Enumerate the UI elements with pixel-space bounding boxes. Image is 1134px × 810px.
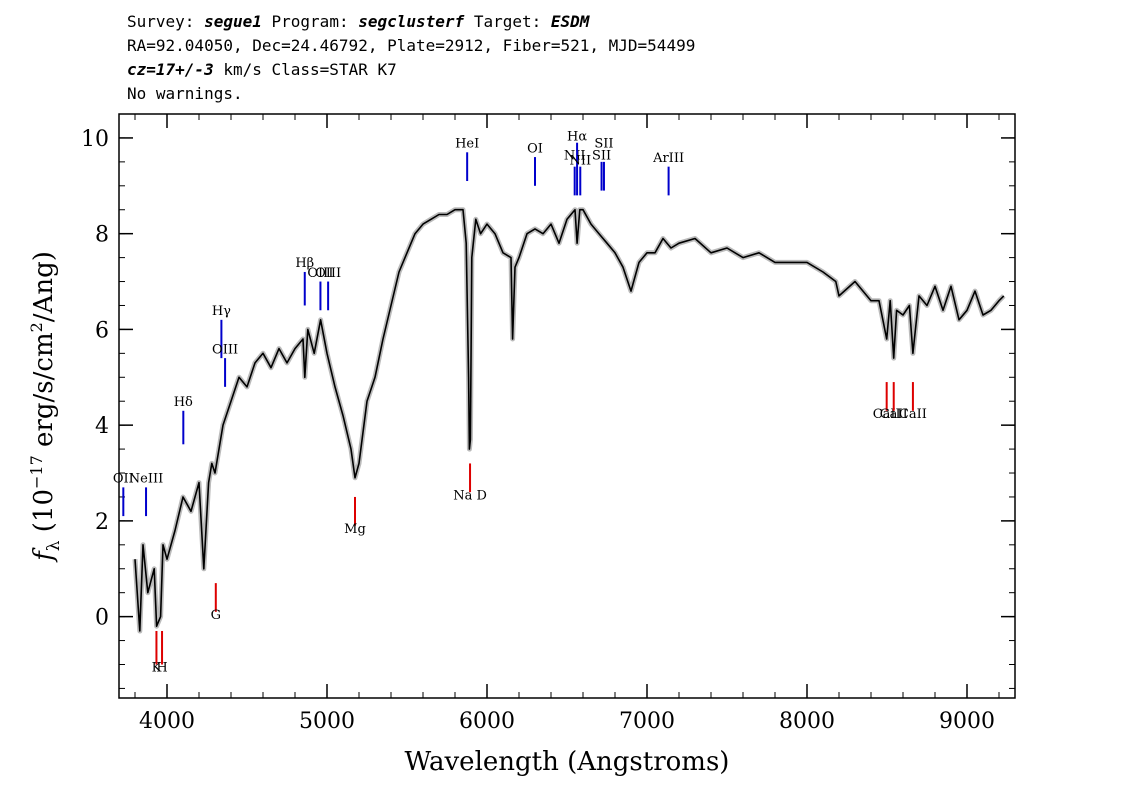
y-tick-label: 6	[95, 318, 109, 343]
emission-line-label: NII	[569, 153, 591, 168]
emission-line-label: OIII	[212, 342, 238, 357]
y-tick-label: 0	[95, 606, 109, 631]
emission-line-label: OIII	[315, 266, 341, 281]
y-axis-title-exp: −17	[27, 455, 46, 489]
header-line-redshift: cz=17+/-3 km/s Class=STAR K7	[127, 58, 695, 82]
y-axis-title-part2: erg/s/cm	[29, 332, 59, 455]
emission-line-label: Hα	[567, 129, 587, 144]
x-tick-label: 5000	[299, 709, 355, 734]
x-tick-label: 9000	[939, 709, 995, 734]
emission-line-label: SII	[592, 148, 611, 163]
emission-line-label: SII	[594, 137, 613, 152]
absorption-line-label: CaII	[899, 407, 927, 422]
header-line-survey: Survey: segue1 Program: segclusterf Targ…	[127, 10, 695, 34]
x-tick-label: 6000	[459, 709, 515, 734]
y-axis-title-sub: λ	[44, 540, 64, 551]
survey-label: Survey:	[127, 12, 195, 31]
emission-line-label: ArIII	[652, 151, 684, 166]
x-tick-label: 4000	[139, 709, 195, 734]
x-tick-label: 7000	[619, 709, 675, 734]
emission-line-label: Hγ	[212, 304, 231, 319]
emission-line-label: HeI	[455, 137, 479, 152]
survey-value: segue1	[204, 12, 262, 31]
absorption-line-label: CaII	[880, 407, 908, 422]
emission-line-label: OI	[527, 141, 543, 156]
emission-line-label: NeIII	[129, 472, 163, 487]
absorption-line-label: Na D	[453, 488, 487, 503]
emission-line-label: Hδ	[174, 395, 193, 410]
absorption-line-label: Mg	[344, 522, 366, 537]
x-axis-title: Wavelength (Angstroms)	[405, 747, 730, 777]
emission-line-label: Hβ	[295, 256, 314, 271]
flux-spectrum-line	[134, 208, 1005, 632]
absorption-line-label: H	[156, 661, 167, 676]
header-line-coordinates: RA=92.04050, Dec=24.46792, Plate=2912, F…	[127, 36, 696, 55]
class-text: km/s Class=STAR K7	[223, 60, 397, 79]
program-value: segclusterf	[358, 12, 465, 31]
emission-line-label: OII	[113, 472, 134, 487]
absorption-line-label: K	[152, 661, 162, 676]
plot-frame	[118, 113, 1016, 699]
y-tick-label: 8	[95, 223, 109, 248]
y-axis-title: fλ (10−17 erg/s/cm2/Ang)	[27, 251, 64, 563]
y-axis-title-part3: /Ang)	[29, 251, 59, 322]
x-tick-label: 8000	[779, 709, 835, 734]
emission-line-label: NII	[564, 148, 586, 163]
absorption-line-label: G	[211, 608, 221, 623]
y-axis-title-part1: (10	[29, 489, 59, 541]
major-ticks	[119, 114, 1015, 698]
program-label: Program:	[271, 12, 349, 31]
target-label: Target:	[473, 12, 542, 31]
header-line-warnings: No warnings.	[127, 84, 243, 103]
spectrum-header: Survey: segue1 Program: segclusterf Targ…	[127, 10, 695, 106]
y-axis-title-exp2: 2	[27, 322, 46, 332]
y-tick-label: 10	[81, 127, 109, 152]
redshift-value: cz=17+/-3	[127, 60, 214, 79]
target-value: ESDM	[550, 12, 590, 31]
y-tick-label: 2	[95, 510, 109, 535]
emission-line-label: OIII	[307, 266, 333, 281]
tick-labels: 4000 5000 6000 7000 8000 9000 0 2 4 6 8 10	[81, 127, 995, 734]
y-tick-label: 4	[95, 414, 109, 439]
